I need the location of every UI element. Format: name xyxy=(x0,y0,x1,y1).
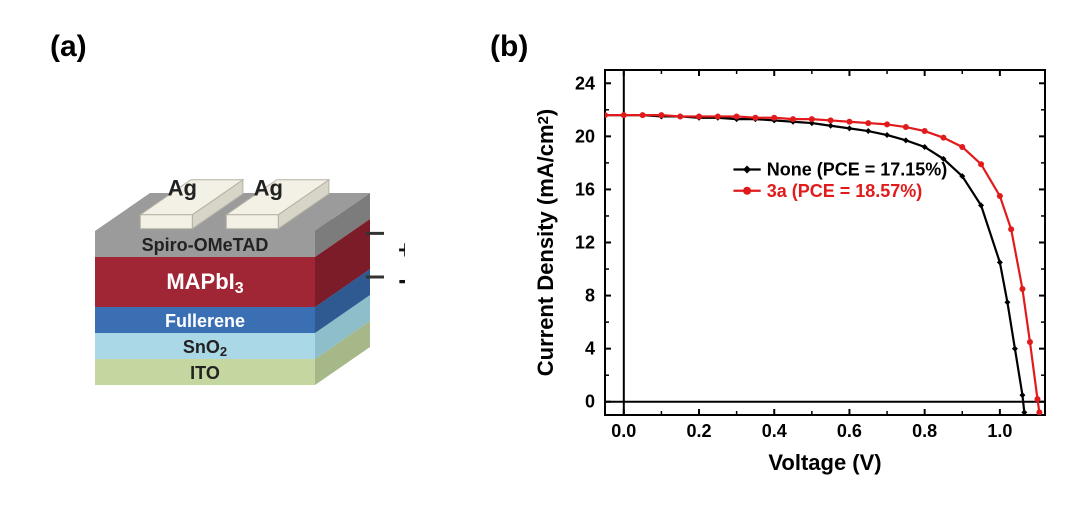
ytick-label: 20 xyxy=(575,126,595,146)
terminal-minus: − xyxy=(398,265,405,298)
legend-label-3a: 3a (PCE = 18.57%) xyxy=(767,181,923,201)
panel-b-label: (b) xyxy=(490,30,528,64)
series-marker-3a xyxy=(771,115,777,121)
jv-svg: 0.0 0.2 0.4 0.6 0.8 1.0 0 4 8 12 16 20 24 None (PCE =… xyxy=(525,45,1055,475)
series-marker-3a xyxy=(658,112,664,118)
series-marker-3a xyxy=(715,113,721,119)
series-marker-3a xyxy=(1027,339,1033,345)
layer-label: MAPbI3 xyxy=(166,269,243,297)
series-marker-3a xyxy=(640,112,646,118)
series-marker-3a xyxy=(1008,226,1014,232)
series-marker-none xyxy=(884,132,890,138)
series-marker-3a xyxy=(865,120,871,126)
series-marker-3a xyxy=(959,144,965,150)
xtick-label: 0.8 xyxy=(912,421,937,441)
series-marker-3a xyxy=(809,116,815,122)
series-marker-none xyxy=(997,259,1003,265)
series-marker-3a xyxy=(884,121,890,127)
series-marker-3a xyxy=(978,161,984,167)
series-marker-none xyxy=(1004,299,1010,305)
xtick-label: 0.0 xyxy=(611,421,636,441)
y-axis-title: Current Density (mA/cm2) xyxy=(533,109,558,377)
ytick-label: 4 xyxy=(585,339,595,359)
device-svg: AgAgITOSnO2FullereneMAPbI3Spiro-OMeTAD+− xyxy=(75,105,405,405)
ytick-label: 8 xyxy=(585,286,595,306)
series-marker-3a xyxy=(677,113,683,119)
series-marker-none xyxy=(846,125,852,131)
series-marker-none xyxy=(1012,346,1018,352)
terminal-plus: + xyxy=(398,234,405,264)
series-marker-none xyxy=(828,123,834,129)
legend-label-none: None (PCE = 17.15%) xyxy=(767,160,948,180)
ytick-label: 0 xyxy=(585,392,595,412)
series-marker-3a xyxy=(602,112,608,118)
ytick-label: 12 xyxy=(575,233,595,253)
xtick-label: 0.4 xyxy=(762,421,787,441)
x-axis-title: Voltage (V) xyxy=(768,450,881,475)
series-marker-3a xyxy=(621,112,627,118)
series-marker-3a xyxy=(1034,396,1040,402)
xtick-label: 0.6 xyxy=(837,421,862,441)
series-marker-3a xyxy=(696,113,702,119)
series-marker-3a xyxy=(734,113,740,119)
series-marker-3a xyxy=(903,124,909,130)
series-marker-3a xyxy=(1036,409,1042,415)
series-marker-3a xyxy=(846,119,852,125)
xtick-label: 1.0 xyxy=(987,421,1012,441)
series-marker-3a xyxy=(752,115,758,121)
panel-a-label: (a) xyxy=(50,30,87,64)
electrode-label: Ag xyxy=(168,176,197,201)
series-marker-3a xyxy=(940,135,946,141)
series-marker-none xyxy=(865,128,871,134)
electrode-label: Ag xyxy=(254,176,283,201)
ytick-label: 16 xyxy=(575,179,595,199)
layer-label: Fullerene xyxy=(165,311,245,331)
series-marker-3a xyxy=(1019,286,1025,292)
device-schematic: AgAgITOSnO2FullereneMAPbI3Spiro-OMeTAD+− xyxy=(75,105,385,385)
series-marker-none xyxy=(1019,392,1025,398)
ytick-label: 24 xyxy=(575,73,595,93)
layer-label: Spiro-OMeTAD xyxy=(142,235,269,255)
layer-label: ITO xyxy=(190,363,220,383)
series-marker-3a xyxy=(997,193,1003,199)
series-marker-none xyxy=(903,137,909,143)
series-marker-3a xyxy=(922,128,928,134)
xtick-label: 0.2 xyxy=(687,421,712,441)
jv-chart: 0.0 0.2 0.4 0.6 0.8 1.0 0 4 8 12 16 20 24 None (PCE =… xyxy=(525,45,1055,475)
series-marker-3a xyxy=(790,116,796,122)
series-marker-3a xyxy=(828,117,834,123)
